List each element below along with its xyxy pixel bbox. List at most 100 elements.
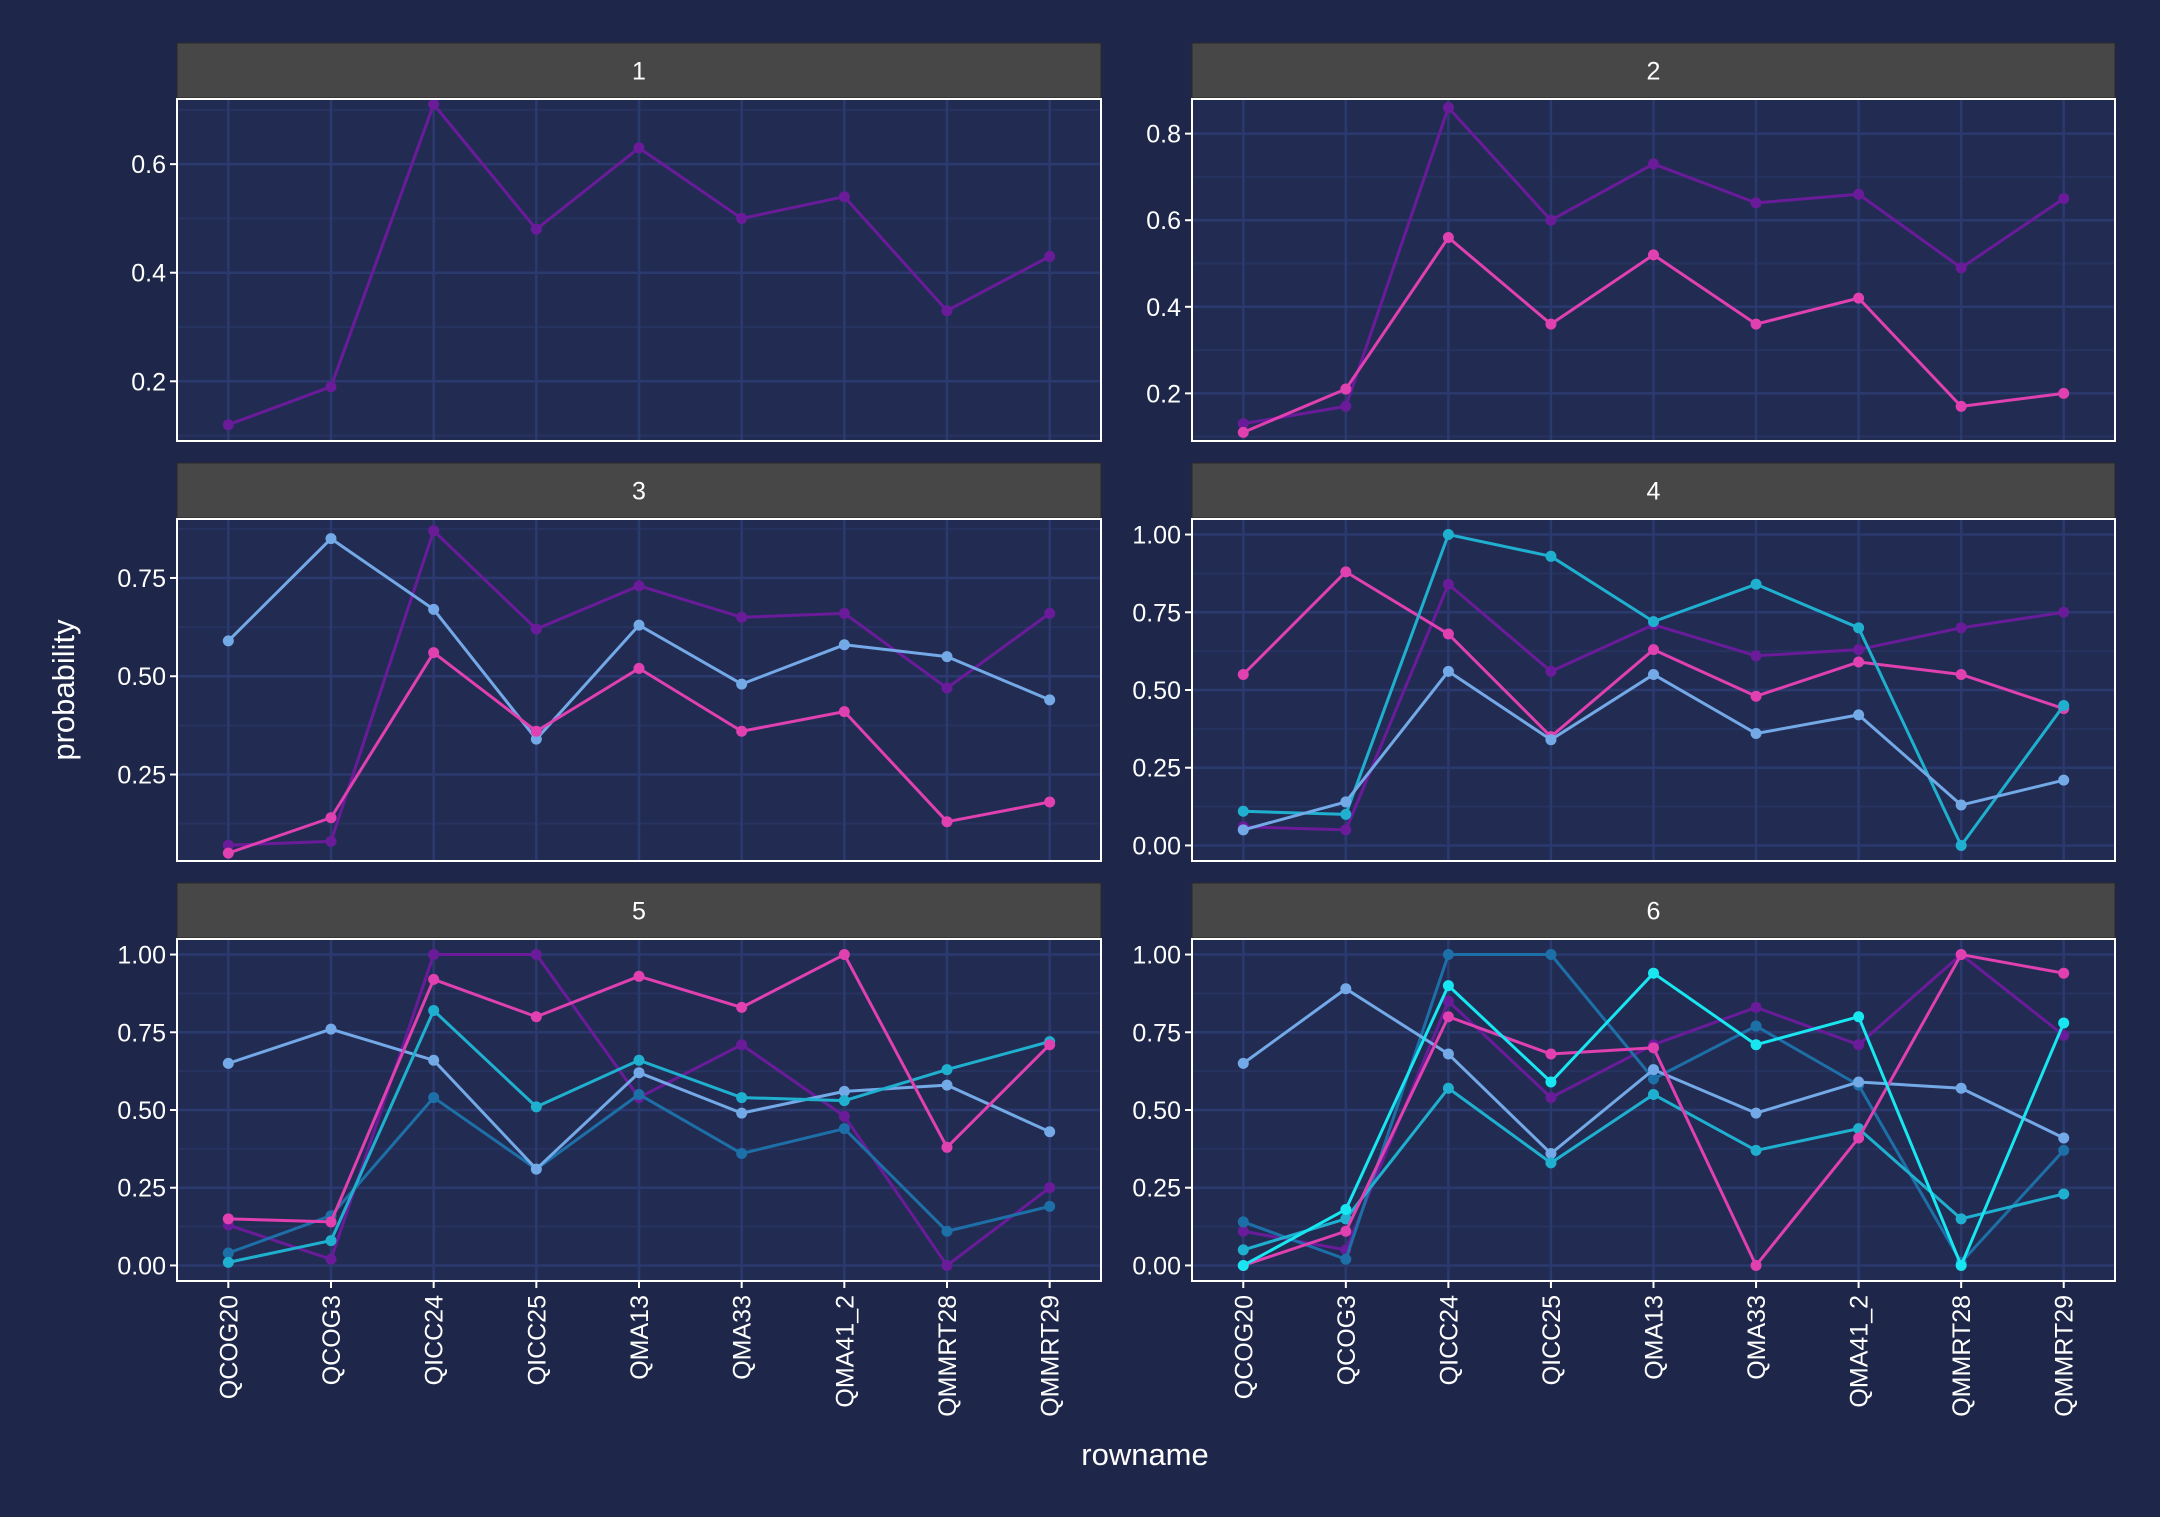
data-point (1750, 650, 1762, 662)
data-point (222, 847, 234, 859)
data-point (1955, 668, 1967, 680)
data-point (325, 812, 337, 824)
data-point (2058, 967, 2070, 979)
data-point (941, 651, 953, 663)
data-point (1044, 1126, 1056, 1138)
data-point (2058, 1188, 2070, 1200)
data-point (1648, 1042, 1659, 1054)
series-3 (1237, 529, 2070, 851)
y-tick-label: 0.75 (1132, 599, 1181, 627)
data-point (1237, 1216, 1249, 1228)
data-point (1237, 418, 1249, 430)
x-tick-label: QMMRT29 (2051, 1295, 2079, 1417)
data-point (530, 1101, 542, 1113)
data-point (1340, 1203, 1352, 1215)
y-tick-label: 0.50 (1132, 1097, 1181, 1125)
panel-4: 4 0.00 0.25 0.50 0.75 1.00 (1132, 462, 2116, 862)
data-point (736, 1148, 748, 1160)
data-point (1750, 1259, 1762, 1271)
x-tick-label: QMA13 (1641, 1295, 1669, 1380)
data-point (2058, 193, 2070, 205)
y-tick-label: 0.75 (117, 1019, 166, 1047)
data-point (325, 1216, 337, 1228)
data-point (633, 619, 645, 631)
data-point (1955, 1213, 1967, 1225)
data-point (736, 212, 748, 224)
x-axis-labels: QCOG20 QCOG3 QICC24 QICC25 QMA13 QMA33 QMA41_2… (215, 1281, 2079, 1417)
x-tick-label: QCOG3 (1333, 1295, 1361, 1385)
data-point (325, 533, 337, 545)
data-point (325, 1023, 337, 1035)
data-point (1545, 949, 1557, 961)
data-point (428, 1005, 440, 1017)
y-tick-label: 0.50 (117, 1097, 166, 1125)
data-point (1237, 805, 1249, 817)
data-point (428, 647, 440, 659)
data-point (222, 1247, 234, 1259)
data-point (222, 419, 234, 431)
panel-2: 2 0.2 0.4 0.6 0.8 (1146, 42, 2116, 442)
data-point (1648, 616, 1659, 628)
data-point (1442, 232, 1454, 244)
data-point (838, 706, 850, 718)
y-tick-label: 0.00 (1132, 832, 1181, 860)
series-1 (222, 98, 1056, 431)
data-point (1044, 1039, 1056, 1051)
data-point (530, 949, 542, 961)
data-point (1955, 1082, 1967, 1094)
panel-3: 3 0.25 0.50 0.75 (117, 462, 1102, 862)
data-point (1340, 983, 1352, 995)
panel-strip-label: 3 (632, 478, 646, 506)
series-1 (222, 525, 1056, 851)
data-point (1648, 668, 1659, 680)
y-tick-label: 0.4 (131, 260, 166, 288)
data-point (1955, 949, 1967, 961)
data-point (1750, 1001, 1762, 1013)
data-point (633, 662, 645, 674)
data-point (1340, 1225, 1352, 1237)
data-point (1853, 292, 1865, 304)
data-point (633, 970, 645, 982)
series-3 (222, 1023, 1056, 1175)
data-point (1545, 1076, 1557, 1088)
data-point (1648, 249, 1659, 261)
data-point (633, 1054, 645, 1066)
y-tick-label: 1.00 (1132, 522, 1181, 550)
data-point (2058, 1132, 2070, 1144)
data-point (1044, 607, 1056, 619)
data-point (1442, 949, 1454, 961)
x-tick-label: QMA33 (729, 1295, 757, 1380)
data-point (1750, 1039, 1762, 1051)
data-point (2058, 1017, 2070, 1029)
data-point (428, 1054, 440, 1066)
series-2 (1237, 232, 2070, 438)
data-point (941, 1079, 953, 1091)
data-point (633, 580, 645, 592)
panels-layer: 1 0.2 0.4 0.6 2 0.2 0.4 0.6 0.8 3 0.25 0.50 0.75 4 0.0… (117, 42, 2116, 1282)
data-point (1955, 622, 1967, 634)
data-point (1442, 995, 1454, 1007)
data-point (1750, 728, 1762, 740)
data-point (633, 1088, 645, 1100)
y-tick-label: 0.00 (1132, 1252, 1181, 1280)
data-point (222, 635, 234, 647)
panel-strip (176, 462, 1102, 519)
data-point (1237, 1244, 1249, 1256)
data-point (736, 725, 748, 737)
y-tick-label: 0.6 (1146, 207, 1181, 235)
data-point (1442, 529, 1454, 541)
data-point (2058, 774, 2070, 786)
data-point (1750, 578, 1762, 590)
data-point (428, 973, 440, 985)
y-tick-label: 0.25 (1132, 755, 1181, 783)
data-point (1853, 188, 1865, 200)
series-5 (222, 949, 1056, 1228)
data-point (838, 607, 850, 619)
data-point (1340, 1253, 1352, 1265)
data-point (1750, 318, 1762, 330)
data-point (1955, 799, 1967, 811)
data-point (941, 816, 953, 828)
data-point (736, 1092, 748, 1104)
data-point (1853, 644, 1865, 656)
